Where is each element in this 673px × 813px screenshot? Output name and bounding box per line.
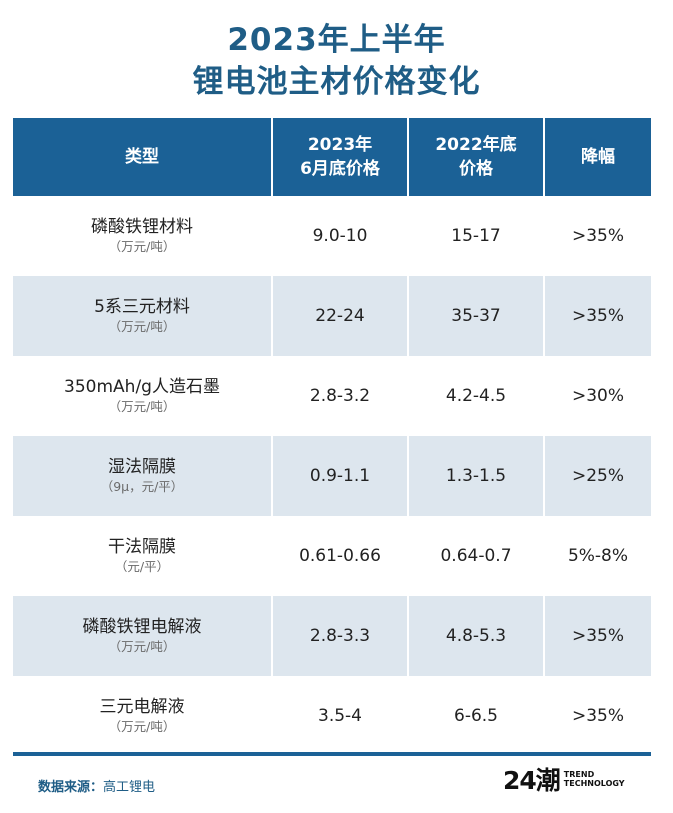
price-jun2023: 9.0-10 (312, 226, 368, 246)
header-type: 类型 (13, 118, 273, 196)
price-end2022: 1.3-1.5 (409, 436, 545, 516)
header-end2022: 2022年底 价格 (409, 118, 545, 196)
header-end2022-line1: 2022年底 (435, 135, 517, 155)
material-name: 干法隔膜 (108, 537, 176, 557)
material-cell: 350mAh/g人造石墨 （万元/吨） (13, 356, 273, 436)
price-drop: 5%-8% (567, 546, 629, 566)
material-cell: 磷酸铁锂电解液 （万元/吨） (13, 596, 273, 676)
material-unit: （9μ，元/平） (100, 479, 184, 494)
page-title-line2: 锂电池主材价格变化 (192, 64, 481, 100)
table-row: 湿法隔膜 （9μ，元/平） 0.9-1.1 1.3-1.5 >25% (13, 436, 651, 516)
table-bottom-rule (13, 752, 651, 756)
material-name: 三元电解液 (99, 697, 185, 717)
price-drop: >35% (571, 306, 625, 326)
material-cell: 湿法隔膜 （9μ，元/平） (13, 436, 273, 516)
material-unit: （万元/吨） (108, 719, 176, 734)
material-name: 磷酸铁锂材料 (91, 217, 193, 237)
table-row: 磷酸铁锂电解液 （万元/吨） 2.8-3.3 4.8-5.3 >35% (13, 596, 651, 676)
price-jun2023: 0.9-1.1 (273, 436, 409, 516)
table-row: 5系三元材料 （万元/吨） 22-24 35-37 >35% (13, 276, 651, 356)
price-drop: >25% (571, 466, 625, 486)
page-title-line1: 2023年上半年 (227, 22, 446, 58)
material-name: 350mAh/g人造石墨 (64, 377, 220, 397)
price-jun2023: 22-24 (273, 276, 409, 356)
price-end2022: 4.8-5.3 (409, 596, 545, 676)
price-drop: >35% (571, 706, 625, 726)
table-row: 350mAh/g人造石墨 （万元/吨） 2.8-3.2 4.2-4.5 >30% (13, 356, 651, 436)
material-unit: （元/平） (114, 559, 170, 574)
material-unit: （万元/吨） (108, 399, 176, 414)
logo-text-line2: TECHNOLOGY (563, 779, 625, 788)
price-jun2023: 3.5-4 (318, 706, 362, 726)
table-header: 类型 2023年 6月底价格 2022年底 价格 降幅 (13, 118, 651, 196)
brand-logo: 24潮 TREND TECHNOLOGY (503, 764, 625, 795)
material-name: 磷酸铁锂电解液 (82, 617, 202, 637)
logo-text-line1: TREND (563, 770, 595, 779)
source-label: 数据来源： (38, 780, 104, 795)
price-end2022: 6-6.5 (454, 706, 498, 726)
price-end2022: 35-37 (409, 276, 545, 356)
material-name: 湿法隔膜 (108, 457, 176, 477)
material-cell: 干法隔膜 （元/平） (13, 516, 273, 596)
data-source: 数据来源：高工锂电 (38, 776, 155, 795)
price-drop: >35% (571, 626, 625, 646)
material-cell: 三元电解液 （万元/吨） (13, 676, 273, 756)
price-end2022: 0.64-0.7 (440, 546, 512, 566)
table-row: 三元电解液 （万元/吨） 3.5-4 6-6.5 >35% (13, 676, 651, 756)
header-jun2023-line2: 6月底价格 (300, 159, 380, 179)
table-row: 干法隔膜 （元/平） 0.61-0.66 0.64-0.7 5%-8% (13, 516, 651, 596)
price-table: 类型 2023年 6月底价格 2022年底 价格 降幅 磷酸铁锂材料 （万元/吨… (13, 118, 651, 756)
material-unit: （万元/吨） (108, 319, 176, 334)
price-end2022: 15-17 (451, 226, 501, 246)
logo-text: TREND TECHNOLOGY (564, 770, 625, 788)
material-name: 5系三元材料 (94, 297, 190, 317)
material-unit: （万元/吨） (108, 639, 176, 654)
price-jun2023: 2.8-3.2 (309, 386, 371, 406)
price-drop: >35% (571, 226, 625, 246)
header-end2022-line2: 价格 (458, 159, 493, 179)
table-row: 磷酸铁锂材料 （万元/吨） 9.0-10 15-17 >35% (13, 196, 651, 276)
header-drop: 降幅 (581, 147, 615, 167)
price-drop: >30% (571, 386, 625, 406)
price-end2022: 4.2-4.5 (445, 386, 507, 406)
price-jun2023: 2.8-3.3 (273, 596, 409, 676)
header-jun2023-line1: 2023年 (307, 135, 373, 155)
material-cell: 磷酸铁锂材料 （万元/吨） (13, 196, 273, 276)
header-jun2023: 2023年 6月底价格 (273, 118, 409, 196)
source-value: 高工锂电 (103, 780, 156, 795)
price-jun2023: 0.61-0.66 (299, 546, 381, 566)
material-unit: （万元/吨） (108, 239, 176, 254)
logo-mark: 24潮 (503, 766, 561, 795)
material-cell: 5系三元材料 （万元/吨） (13, 276, 273, 356)
